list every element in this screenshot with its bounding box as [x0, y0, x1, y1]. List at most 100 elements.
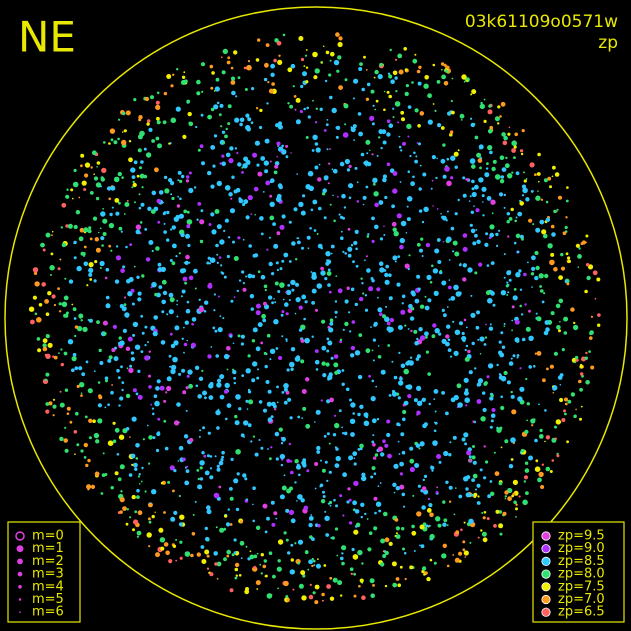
- star: [465, 79, 469, 82]
- star: [450, 155, 456, 161]
- star: [93, 432, 100, 439]
- star: [134, 510, 138, 514]
- star: [538, 403, 540, 406]
- star: [183, 71, 186, 74]
- star: [117, 477, 122, 482]
- star: [86, 284, 89, 287]
- star: [214, 329, 218, 333]
- star: [262, 564, 267, 569]
- star: [288, 509, 295, 516]
- star: [234, 420, 240, 426]
- star: [498, 523, 504, 529]
- star: [555, 303, 561, 309]
- star: [297, 240, 301, 245]
- star: [487, 129, 493, 134]
- star: [149, 95, 155, 100]
- star: [112, 185, 115, 189]
- star: [483, 119, 487, 123]
- star: [550, 311, 555, 316]
- star: [290, 152, 292, 154]
- star: [401, 302, 404, 305]
- star: [57, 267, 61, 271]
- star: [301, 460, 307, 466]
- star: [590, 315, 594, 318]
- star: [306, 235, 311, 240]
- star: [467, 349, 471, 354]
- star: [587, 264, 594, 270]
- star: [378, 509, 382, 513]
- star: [277, 59, 283, 65]
- star: [328, 442, 331, 445]
- star: [517, 396, 523, 402]
- star: [191, 317, 197, 322]
- star: [368, 531, 373, 535]
- star: [96, 161, 101, 165]
- star: [60, 348, 63, 351]
- star: [213, 492, 220, 499]
- star: [528, 365, 532, 369]
- star: [279, 224, 285, 230]
- star: [371, 466, 376, 471]
- star: [354, 525, 358, 528]
- star: [265, 380, 270, 384]
- star: [407, 170, 411, 173]
- star: [179, 179, 183, 183]
- star: [188, 275, 194, 281]
- star: [482, 201, 484, 203]
- star: [118, 434, 125, 440]
- star: [416, 242, 421, 247]
- star: [519, 304, 522, 308]
- star: [151, 489, 157, 495]
- star: [420, 544, 425, 549]
- star: [105, 267, 110, 272]
- star: [267, 417, 273, 423]
- star: [276, 268, 279, 272]
- star: [366, 268, 371, 273]
- star: [372, 434, 375, 437]
- star: [323, 176, 329, 181]
- star: [171, 225, 176, 230]
- star: [446, 524, 449, 527]
- star: [159, 537, 166, 543]
- star: [193, 268, 198, 274]
- star: [365, 139, 371, 145]
- star: [28, 306, 35, 312]
- star: [188, 121, 192, 125]
- star: [178, 494, 181, 498]
- star: [324, 510, 327, 513]
- star: [302, 71, 307, 77]
- star: [148, 350, 151, 353]
- star: [406, 205, 409, 208]
- star: [249, 294, 255, 299]
- star: [290, 279, 296, 286]
- star: [220, 271, 223, 274]
- star: [471, 341, 475, 346]
- star: [183, 326, 185, 329]
- star: [496, 363, 499, 367]
- star: [279, 267, 283, 271]
- star: [256, 588, 259, 590]
- star: [358, 584, 361, 588]
- star: [281, 485, 287, 491]
- star: [556, 208, 559, 211]
- star: [206, 505, 211, 510]
- star: [535, 459, 539, 463]
- star: [478, 262, 483, 267]
- star: [290, 558, 294, 562]
- star: [243, 66, 247, 70]
- star: [303, 317, 306, 321]
- star: [254, 140, 260, 146]
- star: [588, 350, 591, 353]
- star: [307, 247, 310, 250]
- star: [470, 312, 476, 318]
- star: [524, 468, 530, 473]
- star: [394, 260, 397, 263]
- star: [427, 93, 432, 99]
- star: [216, 426, 220, 430]
- star: [537, 190, 539, 192]
- star: [487, 109, 493, 115]
- star: [489, 425, 493, 429]
- star: [592, 270, 598, 276]
- star: [238, 279, 242, 282]
- star: [477, 536, 480, 539]
